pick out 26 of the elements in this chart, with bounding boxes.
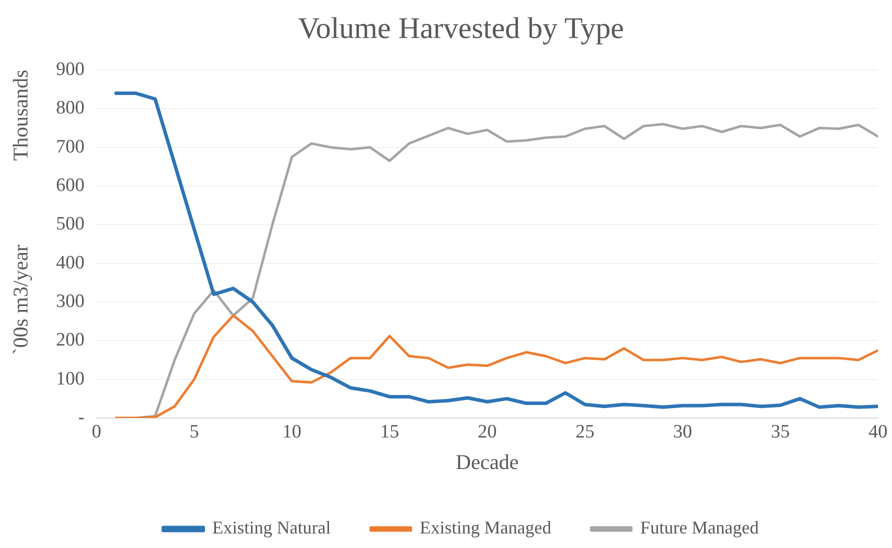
y-tick-label: 500 [56,214,84,235]
x-tick-label: 0 [92,421,102,442]
x-tick-label: 10 [282,421,302,442]
x-tick-label: 40 [868,421,888,442]
x-tick-label: 35 [770,421,790,442]
y-tick-label: 800 [56,98,84,119]
legend-label: Future Managed [640,518,759,538]
y-tick-label: 400 [56,252,84,274]
chart-title: Volume Harvested by Type [298,12,624,45]
text: Thousands [8,70,33,161]
legend-label: Existing Natural [212,518,331,538]
y-tick-label: 200 [56,330,84,351]
x-tick-label: 25 [575,421,594,442]
x-tick-label: 15 [380,421,400,442]
x-tick-label: 20 [478,421,497,442]
x-tick-label: 5 [189,421,199,442]
legend-label: Existing Managed [420,518,552,538]
y-tick-label: 100 [56,368,84,390]
y-tick-label: 600 [56,174,84,196]
y-tick-label: 300 [56,290,84,312]
y-tick-label: 700 [56,136,84,158]
x-tick-label: 30 [673,421,692,442]
y-axis-title: `00s m3/year [8,244,33,355]
x-axis-title: Decade [456,450,519,474]
y-tick-label: - [78,406,84,428]
y-tick-label: 900 [56,58,84,80]
